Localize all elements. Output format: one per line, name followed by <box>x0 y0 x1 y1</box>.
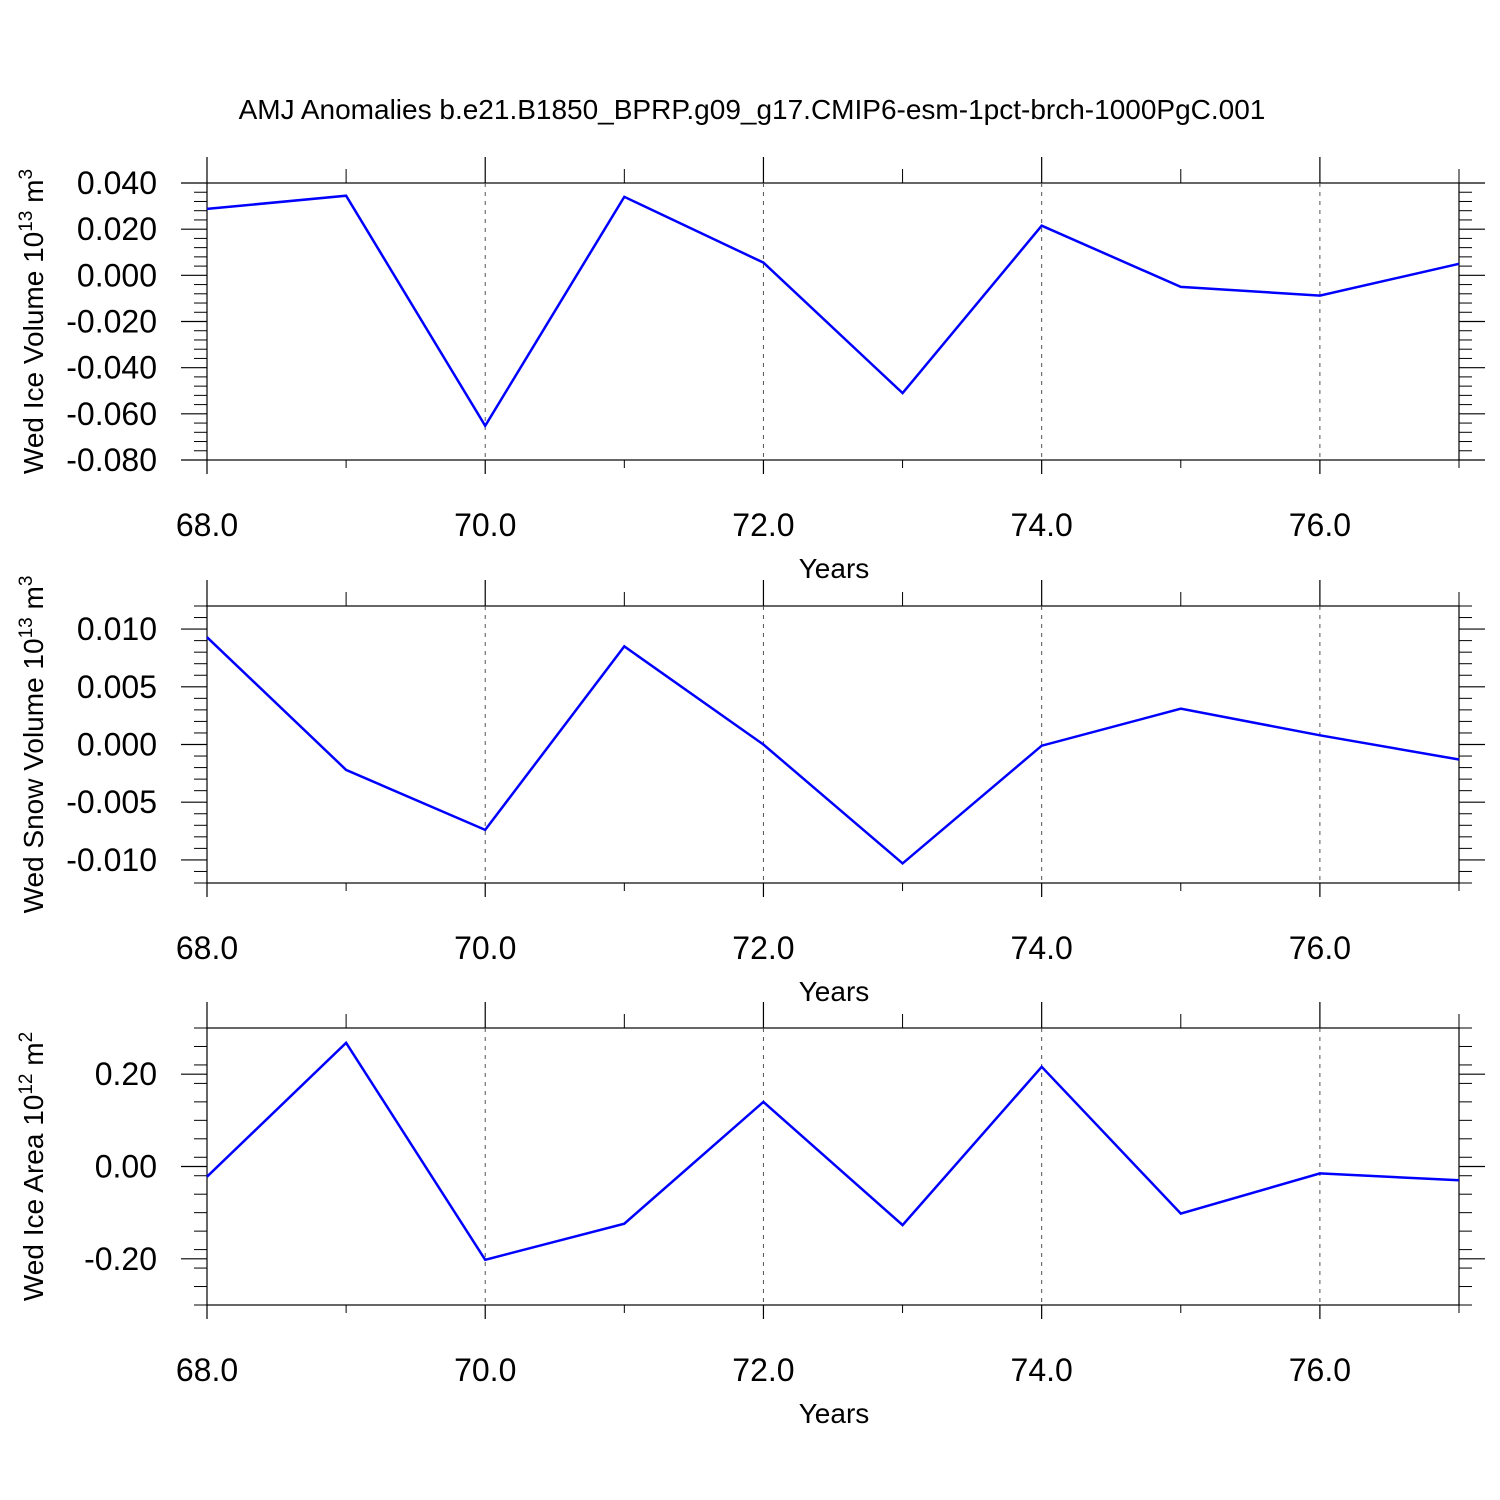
y-tick-label: 0.020 <box>77 211 157 247</box>
panel-2: 68.0 70.0 72.0 74.0 76.0 0.010 0.005 0.000 -0.00… <box>16 576 1485 1007</box>
y-axis-title-superscript: 3 <box>16 169 37 180</box>
x-tick-label: 74.0 <box>1011 1352 1073 1388</box>
x-tick-label: 68.0 <box>176 507 238 543</box>
x-axis-title: Years <box>799 1398 870 1429</box>
x-tick-label: 76.0 <box>1289 507 1351 543</box>
y-tick-label: 0.00 <box>95 1149 157 1185</box>
series-line <box>206 194 1460 429</box>
y-axis-title-part: m <box>18 180 49 211</box>
y-tick-label: -0.020 <box>66 304 157 340</box>
x-tick-label: 72.0 <box>732 1352 794 1388</box>
y-axis-title-superscript: 2 <box>16 1032 37 1043</box>
x-tick-label: 68.0 <box>176 930 238 966</box>
y-tick-label: 0.000 <box>77 257 157 293</box>
panel-3: 68.0 70.0 72.0 74.0 76.0 0.20 0.00 -0.20 Years We… <box>16 1002 1485 1429</box>
y-axis-title-part: m <box>18 586 49 617</box>
y-axis-title-part: Wed Snow Volume 10 <box>18 638 49 913</box>
x-tick-label: 74.0 <box>1011 930 1073 966</box>
y-tick-label: -0.060 <box>66 396 157 432</box>
y-axis-title-superscript: 3 <box>16 576 37 587</box>
x-tick-label: 70.0 <box>454 507 516 543</box>
series-line <box>206 1040 1460 1262</box>
x-tick-label: 72.0 <box>732 930 794 966</box>
x-tick-label: 70.0 <box>454 1352 516 1388</box>
y-axis-title-superscript: 12 <box>16 1074 37 1095</box>
y-axis-title: Wed Ice Area 1012 m2 <box>16 1032 49 1301</box>
y-tick-label: 0.040 <box>77 165 157 201</box>
y-tick-label: -0.20 <box>84 1241 157 1277</box>
y-axis-title-part: Wed Ice Area 10 <box>18 1095 49 1302</box>
y-tick-label: 0.000 <box>77 727 157 763</box>
x-axis-title: Years <box>799 553 870 584</box>
y-axis-title-superscript: 13 <box>16 211 37 232</box>
y-tick-label: 0.20 <box>95 1056 157 1092</box>
panels: 68.0 70.0 72.0 74.0 76.0 0.040 0.020 0.000 -0.02… <box>16 157 1485 1429</box>
y-tick-label: -0.040 <box>66 350 157 386</box>
x-tick-label: 76.0 <box>1289 930 1351 966</box>
x-tick-label: 70.0 <box>454 930 516 966</box>
y-tick-label: -0.080 <box>66 442 157 478</box>
x-axis-title: Years <box>799 976 870 1007</box>
x-tick-label: 72.0 <box>732 507 794 543</box>
y-axis-title-part: m <box>18 1042 49 1073</box>
figure-title: AMJ Anomalies b.e21.B1850_BPRP.g09_g17.C… <box>239 94 1266 125</box>
y-axis-title-superscript: 13 <box>16 617 37 638</box>
series-line <box>206 636 1460 866</box>
y-axis-title: Wed Ice Volume 1013 m3 <box>16 169 49 474</box>
y-tick-label: -0.010 <box>66 842 157 878</box>
y-tick-label: 0.010 <box>77 611 157 647</box>
x-tick-label: 74.0 <box>1011 507 1073 543</box>
x-tick-label: 68.0 <box>176 1352 238 1388</box>
y-tick-label: 0.005 <box>77 669 157 705</box>
y-axis-title-part: Wed Ice Volume 10 <box>18 232 49 474</box>
y-axis-title: Wed Snow Volume 1013 m3 <box>16 576 49 914</box>
panel-1: 68.0 70.0 72.0 74.0 76.0 0.040 0.020 0.000 -0.02… <box>16 157 1485 584</box>
y-tick-label: -0.005 <box>66 784 157 820</box>
x-tick-label: 76.0 <box>1289 1352 1351 1388</box>
